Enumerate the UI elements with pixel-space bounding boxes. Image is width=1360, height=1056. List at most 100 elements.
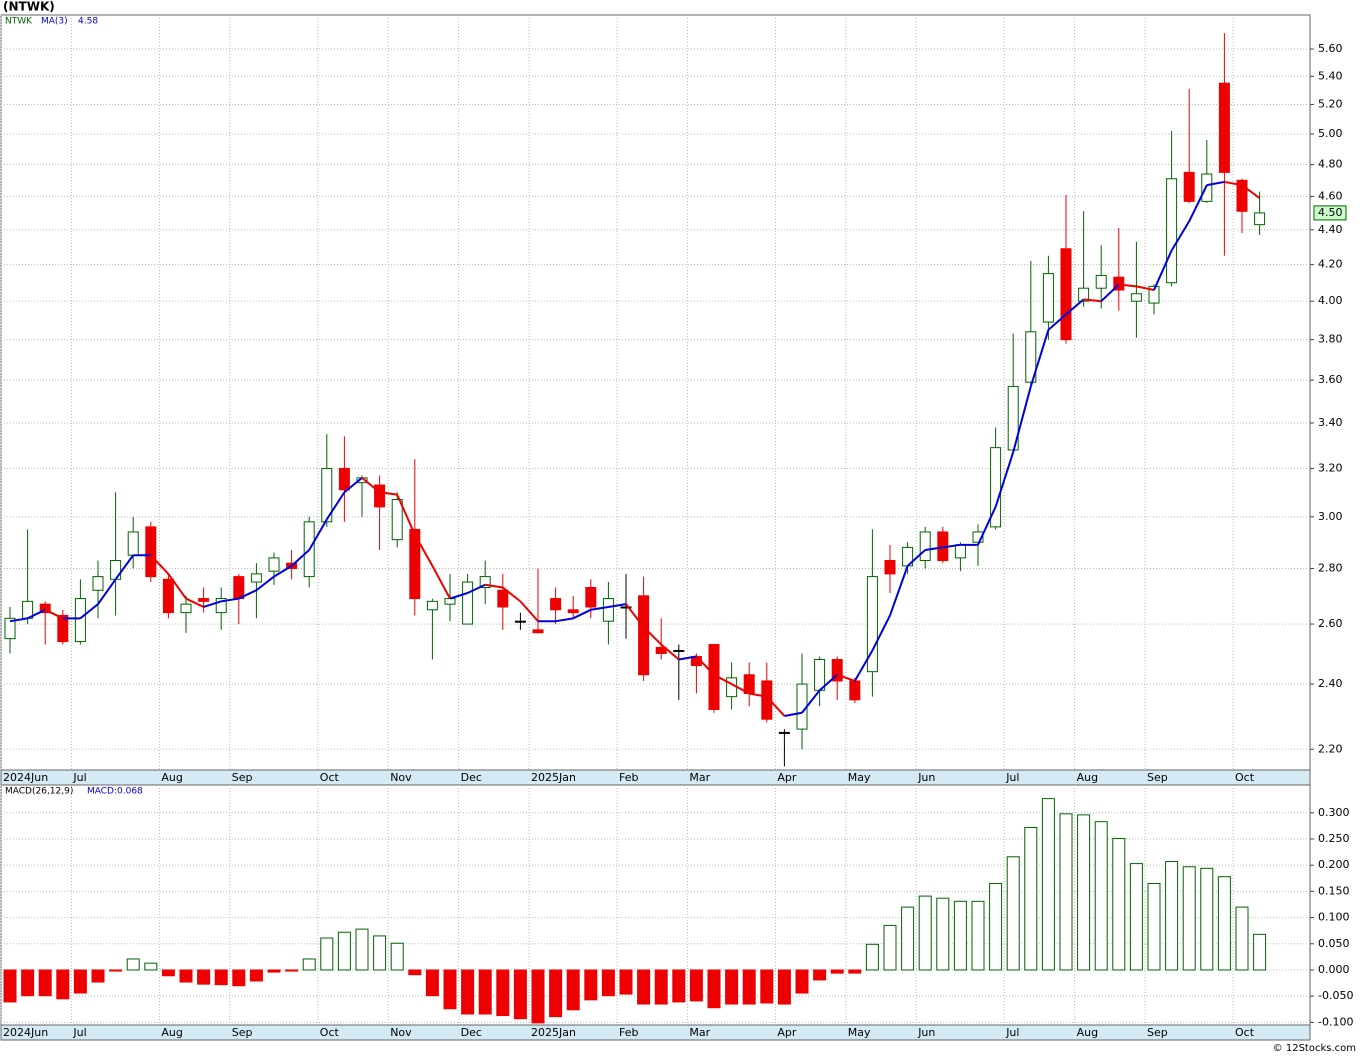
x-tick-label: Dec bbox=[461, 1026, 482, 1039]
histogram-bar bbox=[373, 935, 387, 971]
y-tick-label: 0.000 bbox=[1318, 963, 1350, 976]
candle-body bbox=[1060, 248, 1072, 341]
ma-segment bbox=[27, 608, 46, 620]
candle-body bbox=[990, 447, 1002, 528]
ma-segment bbox=[431, 565, 451, 600]
histogram-bar bbox=[549, 969, 563, 1018]
ma-segment bbox=[766, 695, 786, 717]
x-tick-label: Sep bbox=[232, 1026, 253, 1039]
histogram-bar bbox=[566, 969, 580, 1011]
x-tick-label: Oct bbox=[1235, 1026, 1255, 1039]
chart-title: (NTWK) bbox=[3, 0, 55, 14]
candle-body bbox=[162, 578, 174, 614]
histogram-bar bbox=[1077, 814, 1091, 971]
ma-segment bbox=[642, 626, 662, 646]
ma-segment bbox=[150, 554, 170, 575]
histogram-bar bbox=[777, 969, 791, 1005]
ma-segment bbox=[1224, 180, 1243, 187]
candle-body bbox=[479, 576, 491, 589]
histogram-bar bbox=[1129, 863, 1143, 971]
ma-segment bbox=[749, 692, 767, 698]
histogram-bar bbox=[285, 969, 299, 972]
ma-segment bbox=[853, 649, 874, 682]
histogram-bar bbox=[1041, 798, 1055, 971]
candle-body bbox=[884, 560, 896, 575]
candle-body bbox=[57, 614, 69, 643]
candle-body bbox=[514, 620, 526, 623]
ma-segment bbox=[361, 477, 381, 494]
histogram-bar bbox=[707, 969, 721, 1009]
ma-segment bbox=[889, 565, 909, 616]
ma-segment bbox=[114, 554, 135, 580]
candle-body bbox=[849, 680, 861, 701]
candle-body bbox=[250, 573, 262, 583]
histogram-bar bbox=[197, 969, 211, 985]
histogram-bar bbox=[1094, 821, 1108, 971]
candle-body bbox=[426, 600, 438, 611]
histogram-bar bbox=[1235, 906, 1249, 971]
y-tick-label: 5.20 bbox=[1318, 98, 1343, 111]
histogram-bar bbox=[267, 969, 281, 973]
y-tick-label: 3.20 bbox=[1318, 461, 1343, 474]
histogram-bar bbox=[91, 969, 105, 983]
candle-body bbox=[321, 467, 333, 523]
candle-body bbox=[1078, 287, 1090, 302]
histogram-bar bbox=[126, 958, 140, 971]
ma-segment bbox=[9, 617, 28, 623]
ma-segment bbox=[379, 491, 398, 496]
histogram-bar bbox=[56, 969, 70, 1000]
footer: © 12Stocks.com bbox=[1273, 1043, 1356, 1054]
histogram-bar bbox=[425, 969, 439, 997]
ma-segment bbox=[731, 683, 750, 695]
legend-value: 4.58 bbox=[78, 17, 98, 27]
ma-segment bbox=[1100, 283, 1120, 302]
x-tick-label: May bbox=[848, 771, 871, 784]
histogram-bar bbox=[725, 969, 739, 1005]
candle-body bbox=[814, 658, 826, 691]
ma-segment bbox=[555, 617, 574, 623]
ma-segment bbox=[1083, 298, 1102, 303]
x-tick-label: 2025Jan bbox=[531, 771, 576, 784]
ma-segment bbox=[1188, 184, 1208, 222]
candle-body bbox=[92, 576, 104, 591]
candle-body bbox=[655, 646, 667, 654]
x-tick-label: 2024Jun bbox=[3, 1026, 48, 1039]
histogram-bar bbox=[865, 943, 879, 971]
ma-segment bbox=[221, 597, 239, 603]
candle-body bbox=[831, 658, 843, 682]
ma-segment bbox=[836, 673, 856, 682]
ma-segment bbox=[713, 673, 733, 685]
ma-segment bbox=[925, 546, 943, 552]
ma-segment bbox=[308, 518, 328, 551]
y-tick-label: 0.150 bbox=[1318, 884, 1350, 897]
candle-body bbox=[4, 617, 16, 640]
date-band bbox=[0, 769, 1311, 786]
histogram-bar bbox=[73, 969, 87, 994]
candle-body bbox=[74, 598, 86, 643]
ma-segment bbox=[994, 451, 1015, 508]
candle-body bbox=[127, 531, 139, 556]
y-tick-label: 4.20 bbox=[1318, 258, 1343, 271]
x-tick-label: Jul bbox=[72, 1026, 86, 1039]
last-price-label: 4.50 bbox=[1318, 206, 1343, 219]
y-tick-label: 0.300 bbox=[1318, 806, 1350, 819]
ma-segment bbox=[977, 506, 997, 546]
histogram-bar bbox=[355, 928, 369, 971]
histogram-bar bbox=[214, 969, 228, 986]
y-tick-label: 3.40 bbox=[1318, 416, 1343, 429]
x-tick-label: Feb bbox=[619, 1026, 638, 1039]
histogram-bar bbox=[1182, 866, 1196, 971]
candle-body bbox=[409, 528, 421, 600]
candle-body bbox=[268, 557, 280, 572]
x-tick-label: Dec bbox=[461, 771, 482, 784]
ma-segment bbox=[1029, 329, 1050, 387]
ma-segment bbox=[79, 603, 99, 620]
histogram-bar bbox=[1112, 837, 1126, 971]
candle-body bbox=[1254, 212, 1266, 226]
x-tick-label: Nov bbox=[390, 771, 412, 784]
x-tick-label: Jul bbox=[72, 771, 86, 784]
x-tick-label: Nov bbox=[390, 1026, 412, 1039]
candle-body bbox=[1130, 293, 1142, 302]
